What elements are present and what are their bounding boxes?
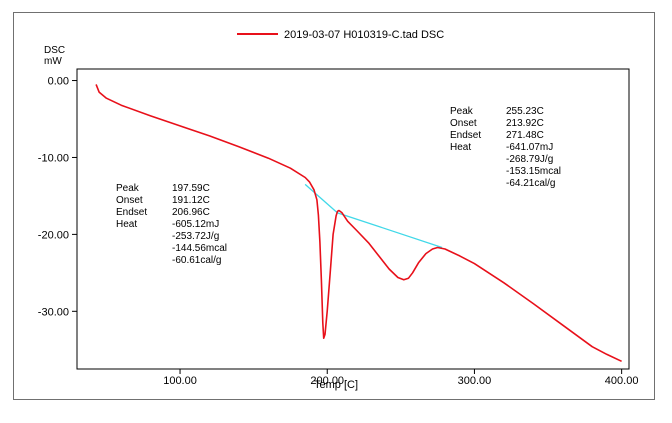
legend: 2019-03-07 H010319-C.tad DSC bbox=[237, 29, 444, 41]
annotation-value: -641.07mJ bbox=[506, 142, 553, 153]
annotation-value: 191.12C bbox=[172, 195, 210, 206]
annotation-label: Onset bbox=[116, 195, 143, 206]
dsc-chart: 2019-03-07 H010319-C.tad DSC DSC mW 0.00… bbox=[38, 29, 639, 391]
y-ticks: 0.00 -10.00 -20.00 -30.00 bbox=[38, 76, 77, 318]
y-axis-unit: mW bbox=[44, 56, 62, 67]
y-tick-label: 0.00 bbox=[48, 76, 69, 88]
annotation-value: -268.79J/g bbox=[506, 154, 553, 165]
annotation-label: Onset bbox=[450, 118, 477, 129]
annotation-value: 213.92C bbox=[506, 118, 544, 129]
annotation-value: -60.61cal/g bbox=[172, 255, 221, 266]
annotation-value: -144.56mcal bbox=[172, 243, 227, 254]
annotation-peak-1: Peak 197.59C Onset 191.12C Endset 206.96C Heat… bbox=[116, 183, 227, 266]
annotation-label: Peak bbox=[116, 183, 140, 194]
chart-frame: 2019-03-07 H010319-C.tad DSC DSC mW 0.00… bbox=[13, 12, 655, 400]
y-tick-label: -30.00 bbox=[38, 306, 69, 318]
x-tick-label: 100.00 bbox=[163, 375, 197, 387]
annotation-value: -253.72J/g bbox=[172, 231, 219, 242]
dsc-curve bbox=[95, 84, 622, 363]
x-tick-label: 200.00 bbox=[310, 375, 344, 387]
plot-area bbox=[76, 68, 630, 370]
x-tick-label: 300.00 bbox=[458, 375, 492, 387]
annotation-label: Heat bbox=[116, 219, 137, 230]
annotation-label: Peak bbox=[450, 106, 474, 117]
annotation-value: -605.12mJ bbox=[172, 219, 219, 230]
annotation-value: 197.59C bbox=[172, 183, 210, 194]
series-group bbox=[95, 84, 622, 363]
integration-baseline bbox=[337, 212, 443, 249]
annotation-label: Endset bbox=[116, 207, 147, 218]
y-axis-label: DSC bbox=[44, 45, 65, 56]
annotation-value: -64.21cal/g bbox=[506, 178, 555, 189]
annotation-label: Heat bbox=[450, 142, 471, 153]
x-tick-label: 400.00 bbox=[605, 375, 639, 387]
annotation-peak-2: Peak 255.23C Onset 213.92C Endset 271.48C Heat… bbox=[450, 106, 561, 189]
legend-label: 2019-03-07 H010319-C.tad DSC bbox=[284, 29, 444, 41]
annotation-label: Endset bbox=[450, 130, 481, 141]
y-tick-label: -20.00 bbox=[38, 229, 69, 241]
annotation-value: -153.15mcal bbox=[506, 166, 561, 177]
y-tick-label: -10.00 bbox=[38, 152, 69, 164]
x-ticks: 100.00 200.00 300.00 400.00 bbox=[163, 369, 638, 387]
annotation-value: 206.96C bbox=[172, 207, 210, 218]
annotation-value: 255.23C bbox=[506, 106, 544, 117]
annotation-value: 271.48C bbox=[506, 130, 544, 141]
x-axis-label: Temp [C] bbox=[314, 379, 358, 391]
baselines bbox=[304, 183, 443, 249]
integration-baseline bbox=[304, 183, 338, 214]
